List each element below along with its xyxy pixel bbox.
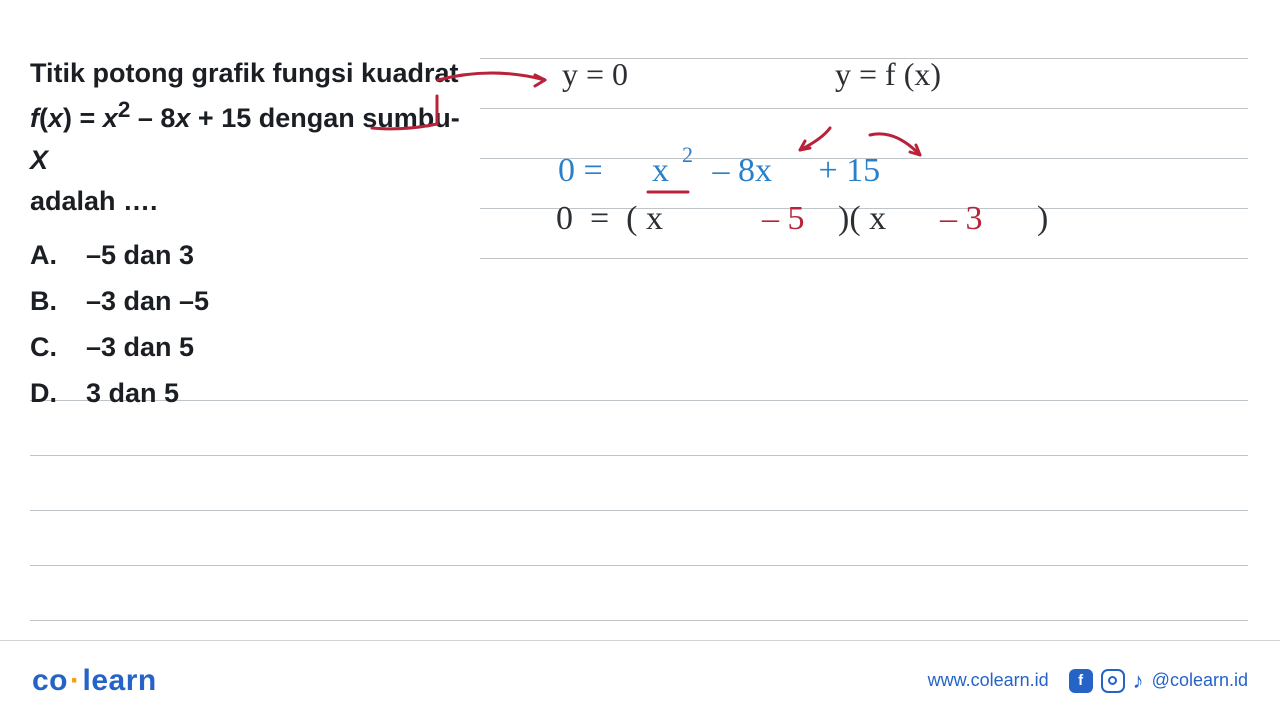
handwriting-eq3a: 0 = ( x	[556, 200, 663, 238]
tiktok-icon: ♪	[1133, 668, 1144, 694]
option-text: –3 dan –5	[86, 279, 209, 325]
option-letter: C.	[30, 325, 64, 371]
logo-learn: learn	[83, 664, 157, 697]
footer-right: www.colearn.id f ♪ @colearn.id	[928, 668, 1248, 694]
footer-url: www.colearn.id	[928, 670, 1049, 691]
handwriting-eq3b: – 5	[762, 200, 805, 238]
option-letter: B.	[30, 279, 64, 325]
social-icons: f ♪ @colearn.id	[1069, 668, 1248, 694]
handwriting-y0: y = 0	[562, 56, 628, 93]
option-row: C. –3 dan 5	[30, 325, 460, 371]
handwriting-eq2b: x	[652, 152, 669, 190]
footer: co·learn www.colearn.id f ♪ @colearn.id	[0, 640, 1280, 720]
option-text: –5 dan 3	[86, 233, 194, 279]
question-line2: f(x) = x2 – 8x + 15 dengan sumbu-X	[30, 93, 460, 182]
handwriting-eq2a: 0 =	[558, 152, 603, 190]
option-row: D. 3 dan 5	[30, 371, 460, 417]
options-list: A. –5 dan 3 B. –3 dan –5 C. –3 dan 5 D. 3 dan 5	[30, 233, 460, 417]
option-text: –3 dan 5	[86, 325, 194, 371]
handwriting-eq2d: + 15	[810, 152, 880, 190]
logo-dot: ·	[68, 664, 83, 697]
option-row: B. –3 dan –5	[30, 279, 460, 325]
option-text: 3 dan 5	[86, 371, 179, 417]
handwriting-eq2c: – 8x	[704, 152, 772, 190]
facebook-icon: f	[1069, 669, 1093, 693]
question-line1: Titik potong grafik fungsi kuadrat	[30, 55, 460, 93]
handwriting-eq3c: )( x	[838, 200, 886, 238]
question-line3: adalah ….	[30, 181, 460, 223]
social-handle: @colearn.id	[1152, 670, 1248, 691]
brand-logo: co·learn	[32, 664, 157, 698]
option-letter: A.	[30, 233, 64, 279]
option-row: A. –5 dan 3	[30, 233, 460, 279]
handwriting-yfx: y = f (x)	[835, 56, 941, 93]
option-letter: D.	[30, 371, 64, 417]
handwriting-eq3e: )	[1020, 200, 1048, 238]
logo-co: co	[32, 664, 68, 697]
handwriting-eq2bexp: 2	[682, 142, 693, 168]
instagram-icon	[1101, 669, 1125, 693]
handwriting-eq3d: – 3	[940, 200, 983, 238]
question-block: Titik potong grafik fungsi kuadrat f(x) …	[30, 55, 460, 417]
